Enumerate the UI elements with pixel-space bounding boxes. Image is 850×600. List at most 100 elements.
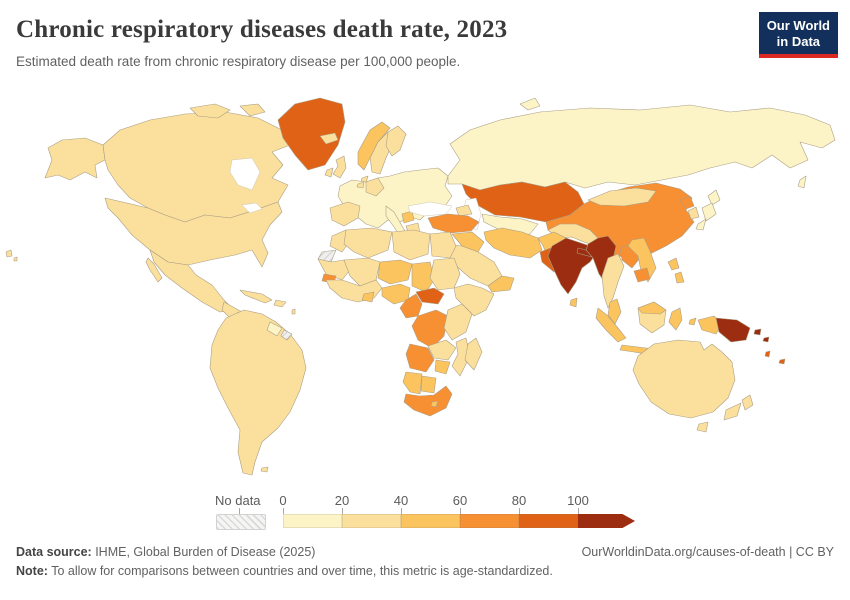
- map-region-cuba[interactable]: [239, 289, 273, 304]
- map-region-west-africa[interactable]: [325, 279, 383, 303]
- map-region-sudan[interactable]: [429, 257, 461, 291]
- map-region-zimbabwe[interactable]: [434, 359, 451, 375]
- map-region-australia[interactable]: [632, 339, 736, 419]
- map-region-yemen-oman[interactable]: [487, 275, 515, 293]
- map-region-iran[interactable]: [483, 227, 543, 259]
- map-region-russia[interactable]: [447, 104, 836, 191]
- map-region-uk[interactable]: [332, 155, 347, 179]
- legend-segment[interactable]: [342, 514, 401, 528]
- owid-logo-line1: Our World: [766, 18, 830, 33]
- map-region-french-guiana[interactable]: [280, 329, 293, 341]
- map-region-east-africa[interactable]: [443, 303, 473, 341]
- map-region-ireland[interactable]: [324, 167, 334, 178]
- map-region-alaska[interactable]: [44, 137, 106, 181]
- map-region-vietnam[interactable]: [627, 237, 657, 283]
- legend-tick-label: 100: [567, 493, 589, 508]
- map-region-borneo-north[interactable]: [637, 301, 667, 315]
- map-region-mozambique[interactable]: [451, 337, 471, 377]
- legend-segment-open-ended[interactable]: [578, 514, 635, 528]
- map-region-vanuatu[interactable]: [764, 350, 771, 358]
- map-region-balkans[interactable]: [401, 210, 415, 224]
- map-region-zambia[interactable]: [427, 339, 457, 361]
- map-region-arctic-islands[interactable]: [189, 103, 231, 119]
- map-region-new-zealand[interactable]: [741, 394, 754, 411]
- legend-tick-label: 0: [279, 493, 287, 508]
- map-region-south-america[interactable]: [209, 309, 307, 476]
- map-region-botswana[interactable]: [420, 375, 437, 394]
- map-region-sri-lanka[interactable]: [569, 297, 578, 308]
- map-region-japan[interactable]: [707, 189, 721, 206]
- footer-source-label: Data source:: [16, 545, 92, 559]
- map-region-namibia[interactable]: [402, 371, 423, 395]
- map-region-arctic-islands[interactable]: [239, 103, 266, 117]
- map-region-papua-new-guinea[interactable]: [715, 317, 751, 343]
- map-region-central-african-republic[interactable]: [415, 287, 445, 305]
- map-region-guyana[interactable]: [266, 321, 283, 337]
- map-region-falklands[interactable]: [260, 466, 269, 473]
- legend-tick: [519, 508, 520, 514]
- map-region-north-korea[interactable]: [679, 195, 695, 210]
- map-region-japan[interactable]: [695, 218, 707, 231]
- map-region-new-zealand[interactable]: [723, 402, 742, 421]
- map-region-solomon-islands[interactable]: [753, 328, 762, 336]
- map-region-sakhalin[interactable]: [797, 175, 807, 189]
- map-region-madagascar[interactable]: [464, 337, 483, 371]
- map-region-south-korea[interactable]: [687, 206, 700, 220]
- legend-segment[interactable]: [401, 514, 460, 528]
- map-region-niger[interactable]: [377, 259, 413, 285]
- map-region-lesser-antilles[interactable]: [291, 308, 296, 315]
- map-region-syria-iraq[interactable]: [451, 231, 485, 253]
- map-region-hawaii[interactable]: [5, 249, 18, 262]
- page-subtitle: Estimated death rate from chronic respir…: [16, 54, 461, 69]
- map-region-drc[interactable]: [411, 309, 449, 349]
- map-region-mongolia[interactable]: [587, 187, 657, 207]
- owid-logo[interactable]: Our World in Data: [758, 12, 838, 59]
- map-region-spain[interactable]: [329, 201, 361, 227]
- map-region-novaya-zemlya[interactable]: [519, 97, 541, 111]
- map-region-cambodia[interactable]: [633, 267, 651, 283]
- water-black-sea: [407, 201, 453, 217]
- map-region-chad[interactable]: [411, 261, 435, 293]
- map-region-egypt[interactable]: [429, 231, 457, 259]
- map-region-algeria[interactable]: [343, 227, 393, 259]
- map-region-turkey[interactable]: [427, 213, 480, 234]
- footer-link[interactable]: OurWorldinData.org/causes-of-death | CC …: [581, 545, 834, 559]
- map-region-tasmania[interactable]: [696, 421, 709, 433]
- map-region-japan[interactable]: [701, 202, 717, 222]
- map-region-usa[interactable]: [104, 197, 283, 268]
- map-region-solomon-islands[interactable]: [762, 336, 770, 343]
- map-region-ghana[interactable]: [361, 291, 375, 303]
- map-region-hispaniola[interactable]: [273, 299, 287, 308]
- map-region-lesotho[interactable]: [430, 400, 439, 408]
- water-great-lakes: [241, 202, 263, 214]
- map-region-mexico-baja[interactable]: [145, 257, 163, 283]
- legend-segment[interactable]: [283, 514, 342, 528]
- map-region-fiji[interactable]: [778, 358, 786, 365]
- map-region-moluccas[interactable]: [688, 317, 697, 326]
- map-region-benelux[interactable]: [356, 181, 365, 189]
- map-region-finland[interactable]: [385, 125, 407, 157]
- legend-segment[interactable]: [460, 514, 519, 528]
- map-region-iceland[interactable]: [319, 132, 339, 145]
- legend-tick: [342, 508, 343, 514]
- map-region-angola[interactable]: [405, 343, 435, 373]
- map-region-caucasus[interactable]: [455, 204, 473, 217]
- map-region-greenland[interactable]: [277, 97, 346, 171]
- map-region-thailand[interactable]: [601, 253, 625, 309]
- map-region-central-asia[interactable]: [481, 213, 539, 237]
- map-region-south-africa[interactable]: [403, 385, 453, 417]
- legend-segment[interactable]: [519, 514, 578, 528]
- map-region-sumatra[interactable]: [595, 307, 627, 343]
- footer-note-line: Note: To allow for comparisons between c…: [16, 564, 576, 578]
- legend-tick-label: 40: [393, 493, 409, 508]
- map-region-philippines[interactable]: [674, 271, 685, 284]
- map-legend: No data 0 20 40 60 80 100: [215, 493, 655, 533]
- map-region-philippines[interactable]: [667, 257, 680, 271]
- map-region-germany[interactable]: [365, 177, 385, 197]
- map-region-sulawesi[interactable]: [668, 307, 683, 331]
- map-region-libya[interactable]: [391, 229, 431, 261]
- legend-no-data-swatch[interactable]: [216, 514, 266, 530]
- legend-no-data-label: No data: [215, 493, 261, 508]
- map-region-malaysia[interactable]: [607, 298, 622, 325]
- map-region-horn-of-africa[interactable]: [453, 283, 495, 317]
